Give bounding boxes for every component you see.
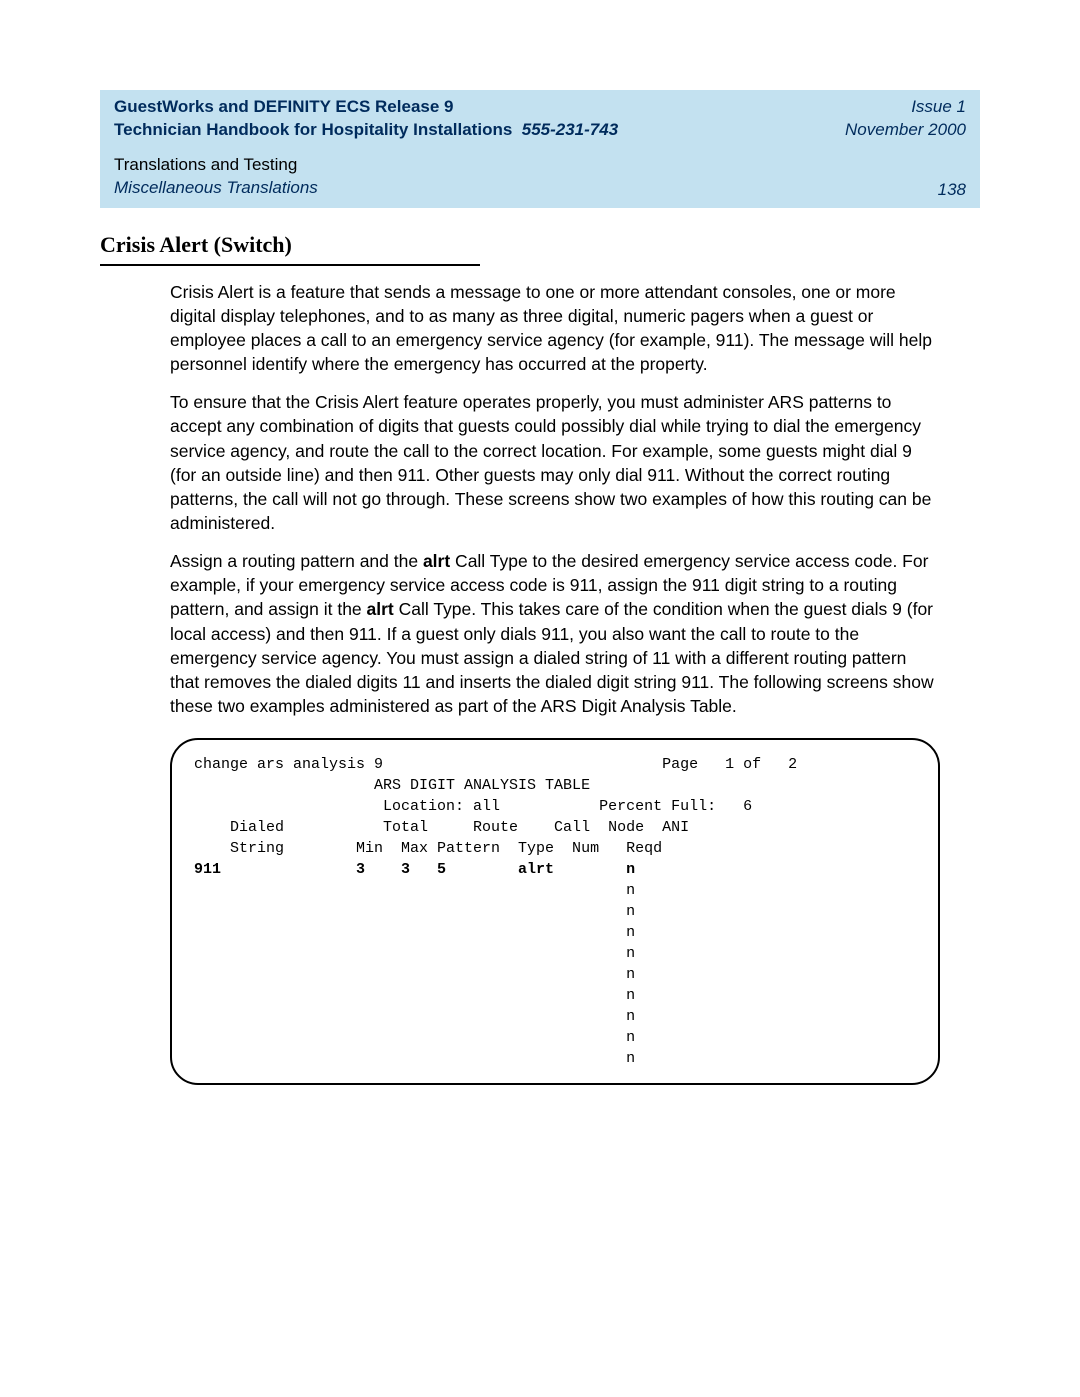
body-content: Crisis Alert is a feature that sends a m…: [170, 280, 940, 718]
header-sub-left: Translations and Testing Miscellaneous T…: [114, 154, 318, 200]
terminal-line: Dialed Total Route Call Node ANI: [194, 817, 916, 838]
document-page: GuestWorks and DEFINITY ECS Release 9 Te…: [0, 0, 1080, 1397]
terminal-line: String Min Max Pattern Type Num Reqd: [194, 838, 916, 859]
terminal-line: n: [194, 922, 916, 943]
section-name: Miscellaneous Translations: [114, 177, 318, 200]
terminal-line: n: [194, 985, 916, 1006]
terminal-line: n: [194, 943, 916, 964]
manual-title: Technician Handbook for Hospitality Inst…: [114, 120, 512, 139]
terminal-line: n: [194, 964, 916, 985]
product-line: GuestWorks and DEFINITY ECS Release 9: [114, 96, 618, 119]
page-number: 138: [938, 180, 966, 200]
issue-label: Issue 1: [845, 96, 966, 119]
paragraph-1: Crisis Alert is a feature that sends a m…: [170, 280, 940, 377]
p3-bold-2: alrt: [367, 599, 394, 619]
terminal-line: n: [194, 880, 916, 901]
terminal-screen: change ars analysis 9 Page 1 of 2 ARS DI…: [170, 738, 940, 1085]
header-title-block: GuestWorks and DEFINITY ECS Release 9 Te…: [114, 96, 618, 142]
manual-title-line: Technician Handbook for Hospitality Inst…: [114, 119, 618, 142]
terminal-line: n: [194, 901, 916, 922]
p3-part-a: Assign a routing pattern and the: [170, 551, 423, 571]
p3-bold-1: alrt: [423, 551, 450, 571]
terminal-line: n: [194, 1048, 916, 1069]
page-header-top: GuestWorks and DEFINITY ECS Release 9 Te…: [100, 90, 980, 150]
terminal-line: 911 3 3 5 alrt n: [194, 859, 916, 880]
terminal-line: change ars analysis 9 Page 1 of 2: [194, 754, 916, 775]
doc-number: 555-231-743: [522, 120, 618, 139]
paragraph-3: Assign a routing pattern and the alrt Ca…: [170, 549, 940, 718]
page-header-sub: Translations and Testing Miscellaneous T…: [100, 150, 980, 208]
section-heading: Crisis Alert (Switch): [100, 232, 480, 266]
paragraph-2: To ensure that the Crisis Alert feature …: [170, 390, 940, 535]
header-issue-block: Issue 1 November 2000: [845, 96, 966, 142]
issue-date: November 2000: [845, 119, 966, 142]
terminal-line: ARS DIGIT ANALYSIS TABLE: [194, 775, 916, 796]
chapter-name: Translations and Testing: [114, 154, 318, 177]
terminal-line: Location: all Percent Full: 6: [194, 796, 916, 817]
terminal-line: n: [194, 1027, 916, 1048]
terminal-line: n: [194, 1006, 916, 1027]
